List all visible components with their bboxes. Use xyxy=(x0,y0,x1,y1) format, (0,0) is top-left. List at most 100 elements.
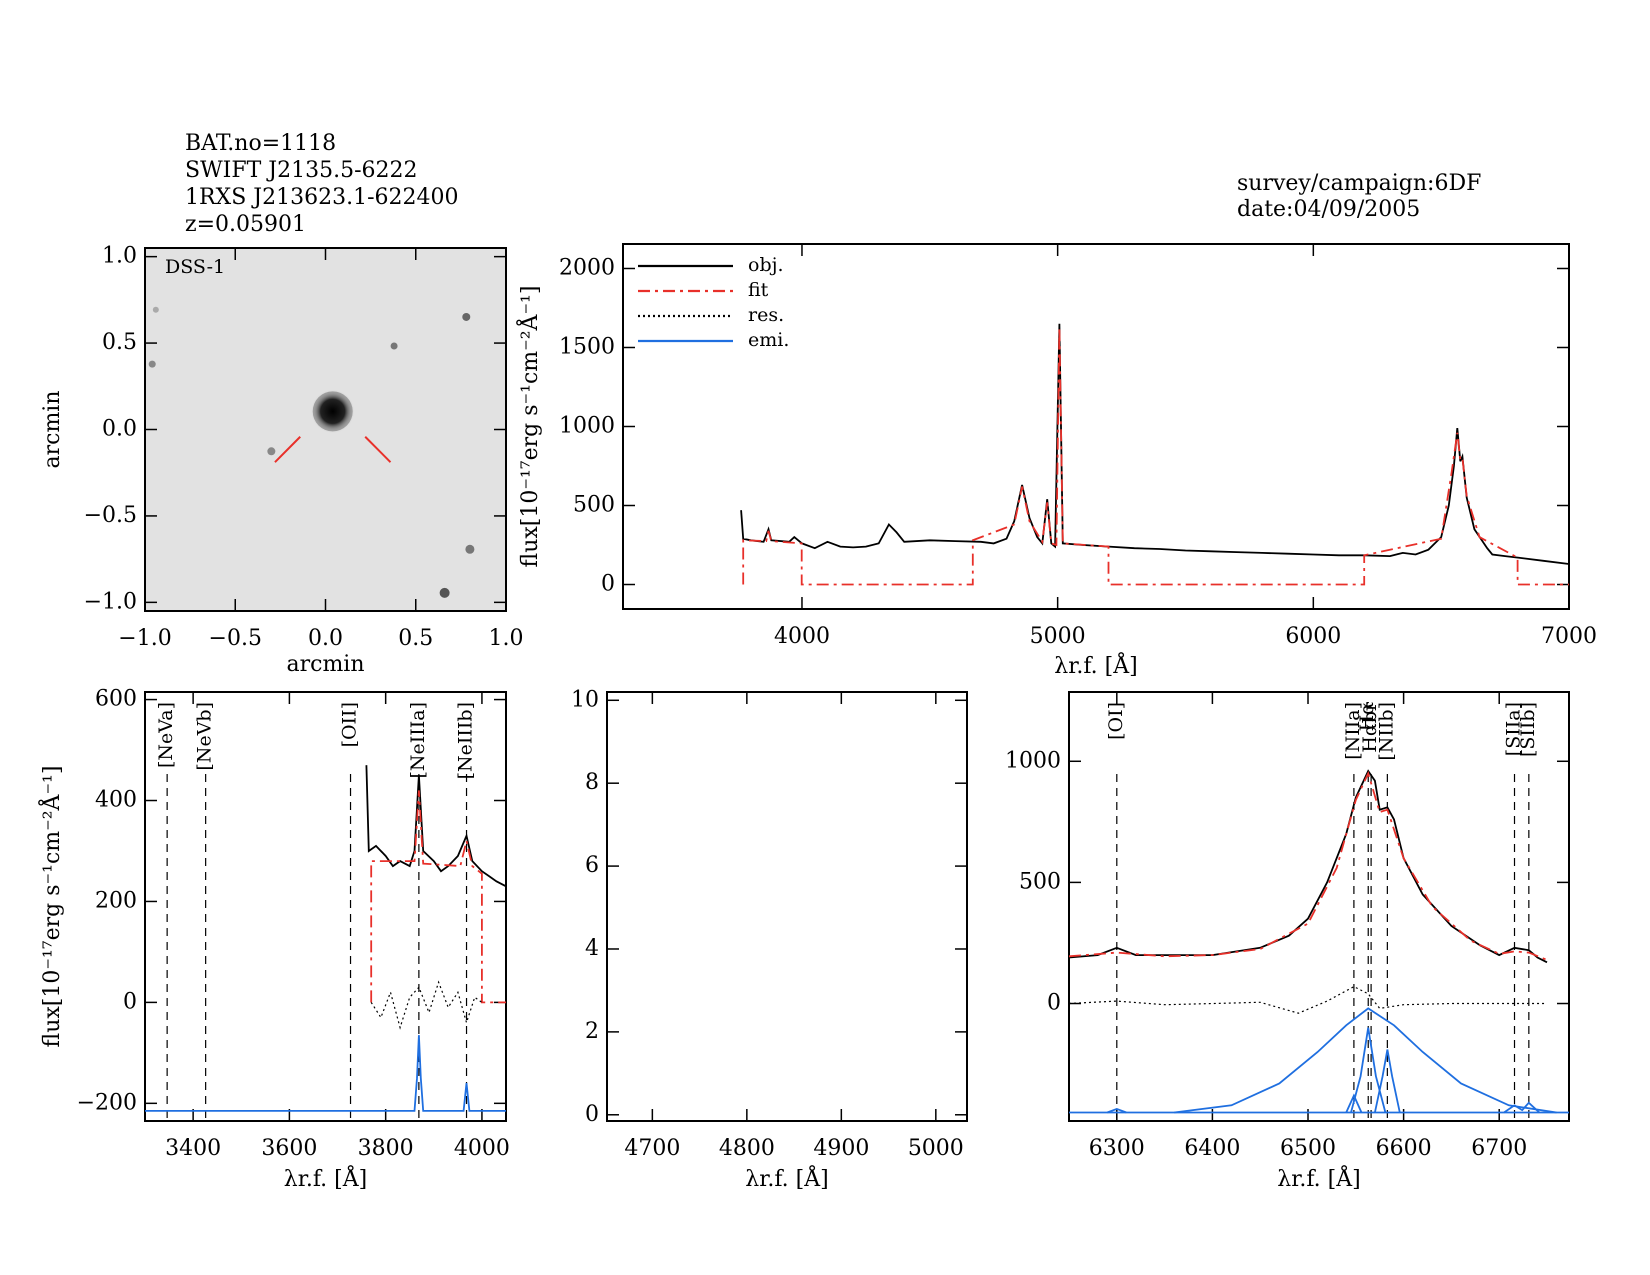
x-tick-label: 3600 xyxy=(261,1136,317,1161)
line-label: [NeIIIb] xyxy=(455,702,477,779)
legend-label: obj. xyxy=(748,254,784,276)
line-label: [NeVa] xyxy=(155,702,177,768)
header-line: 1RXS J213623.1-622400 xyxy=(185,185,459,210)
x-tick-label: 4000 xyxy=(454,1136,510,1161)
series-line xyxy=(370,980,483,1030)
series-line xyxy=(1069,770,1548,961)
x-tick-label: 6400 xyxy=(1184,1136,1240,1161)
star xyxy=(148,360,156,368)
x-tick-label: 5000 xyxy=(1030,624,1086,649)
frame xyxy=(144,691,507,1122)
legend-label: emi. xyxy=(748,329,789,351)
line-label: Hαbr xyxy=(1359,701,1381,753)
x-tick-label: −0.5 xyxy=(209,626,262,651)
star xyxy=(390,342,398,350)
x-tick-label: 3400 xyxy=(165,1136,221,1161)
series-line xyxy=(1503,1101,1541,1114)
frame xyxy=(606,691,968,1122)
y-tick-label: 0 xyxy=(585,1102,599,1127)
y-axis-label: flux[10⁻¹⁷erg s⁻¹cm⁻²Å⁻¹] xyxy=(515,286,543,568)
series-line xyxy=(742,326,1569,586)
y-tick-label: 2 xyxy=(585,1019,599,1044)
y-tick-label: 500 xyxy=(573,493,615,518)
y-tick-label: 400 xyxy=(95,788,137,813)
series-line xyxy=(1106,1107,1127,1114)
x-tick-label: 6600 xyxy=(1376,1136,1432,1161)
line-label: [NIIa] xyxy=(1342,702,1364,760)
line-label: [SIIb] xyxy=(1517,702,1539,757)
x-tick-label: 4900 xyxy=(813,1136,869,1161)
legend-label: res. xyxy=(748,304,784,326)
x-tick-label: 1.0 xyxy=(489,626,524,651)
header-line: date:04/09/2005 xyxy=(1237,197,1420,222)
y-axis-label: flux[10⁻¹⁷erg s⁻¹cm⁻²Å⁻¹] xyxy=(37,766,65,1048)
y-tick-label: 500 xyxy=(1019,869,1061,894)
panel: 3400 3600 3800 4000 −200 0 200 400 600 λr.f. [Å] f… xyxy=(37,687,510,1192)
y-tick-label: 1.0 xyxy=(102,244,137,269)
x-tick-label: −1.0 xyxy=(118,626,171,651)
source xyxy=(310,389,355,434)
y-tick-label: 6 xyxy=(585,853,599,878)
y-tick-label: 1000 xyxy=(1005,748,1061,773)
x-tick-label: 0.5 xyxy=(398,626,433,651)
y-tick-label: 4 xyxy=(585,936,599,961)
series-line xyxy=(1374,1049,1401,1113)
x-axis-label: arcmin xyxy=(286,652,364,677)
star xyxy=(152,306,159,313)
x-tick-label: 6300 xyxy=(1089,1136,1145,1161)
line-label: [SIIa] xyxy=(1503,702,1525,756)
series-line xyxy=(1174,1007,1557,1114)
star xyxy=(465,544,475,554)
star xyxy=(462,312,471,321)
y-tick-label: 1000 xyxy=(559,414,615,439)
series-line xyxy=(1069,769,1548,964)
panel: 4000 5000 6000 7000 0 500 1000 1500 2000 λr.f. [Å… xyxy=(515,243,1597,679)
x-tick-label: 5000 xyxy=(908,1136,964,1161)
line-label: Hα xyxy=(1356,702,1378,732)
x-tick-label: 6700 xyxy=(1471,1136,1527,1161)
y-tick-label: 10 xyxy=(571,687,599,712)
series-line xyxy=(740,323,1569,565)
y-tick-label: −1.0 xyxy=(84,589,137,614)
y-tick-label: 1500 xyxy=(559,334,615,359)
x-axis-label: λr.f. [Å] xyxy=(745,1164,828,1192)
panel: DSS-1 −1.0 −0.5 0.0 0.5 1.0 −1.0 −0.5 0.0 0.5 1.0 a… xyxy=(40,244,524,677)
x-axis-label: λr.f. [Å] xyxy=(1277,1164,1360,1192)
line-label: [NeIIIa] xyxy=(407,702,429,779)
line-label: [NIIb] xyxy=(1375,702,1397,761)
x-tick-label: 3800 xyxy=(358,1136,414,1161)
header-line: SWIFT J2135.5-6222 xyxy=(185,158,418,183)
y-tick-label: 2000 xyxy=(559,255,615,280)
y-tick-label: 0 xyxy=(601,572,615,597)
x-tick-label: 4000 xyxy=(774,624,830,649)
x-tick-label: 4700 xyxy=(624,1136,680,1161)
y-axis-label: arcmin xyxy=(40,390,65,468)
series-line xyxy=(1350,1027,1387,1113)
legend-label: fit xyxy=(748,279,769,301)
y-tick-label: 0.5 xyxy=(102,330,137,355)
series-line xyxy=(1069,985,1547,1014)
y-tick-label: 200 xyxy=(95,888,137,913)
marker xyxy=(274,436,301,463)
line-label: [NeVb] xyxy=(194,702,216,771)
x-axis-label: λr.f. [Å] xyxy=(1054,651,1137,679)
header-line: BAT.no=1118 xyxy=(185,131,336,156)
panel: 6300 6400 6500 6600 6700 0 500 1000 λr.f. [Å] [OI… xyxy=(1005,691,1570,1192)
header-line: survey/campaign:6DF xyxy=(1237,171,1481,196)
header-line: z=0.05901 xyxy=(185,212,306,237)
x-tick-label: 6500 xyxy=(1280,1136,1336,1161)
x-tick-label: 6000 xyxy=(1285,624,1341,649)
y-tick-label: 8 xyxy=(585,770,599,795)
y-tick-label: −200 xyxy=(77,1090,137,1115)
y-tick-label: 600 xyxy=(95,687,137,712)
x-axis-label: λr.f. [Å] xyxy=(284,1164,367,1192)
line-label: [OI] xyxy=(1105,702,1127,740)
x-tick-label: 0.0 xyxy=(308,626,343,651)
y-tick-label: 0.0 xyxy=(102,417,137,442)
series-line xyxy=(365,765,506,888)
series-line xyxy=(1345,1093,1363,1113)
panel: 4700 4800 4900 5000 0 2 4 6 8 10 λr.f. [Å] xyxy=(571,687,968,1192)
series-line xyxy=(370,790,506,1004)
marker xyxy=(364,436,392,463)
x-tick-label: 7000 xyxy=(1541,624,1597,649)
